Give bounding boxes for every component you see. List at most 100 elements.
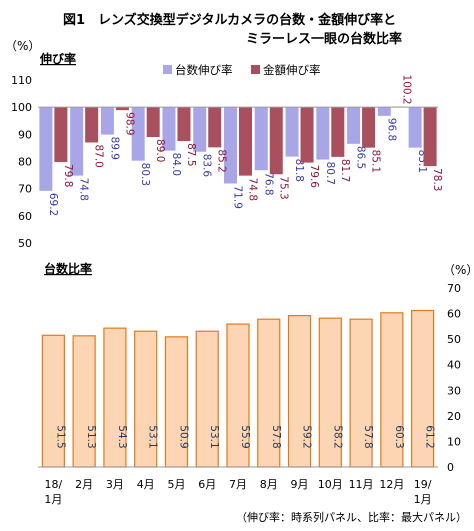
chart1-ylabel: （%）: [5, 39, 40, 53]
growth-label-s2-9: 79.6: [308, 165, 320, 189]
growth-label-s2-3: 98.9: [123, 112, 135, 135]
growth-label-s2-2: 87.0: [93, 144, 105, 167]
growth-bar-s1-13: [408, 107, 422, 148]
x-category-label-11: 11月: [349, 478, 374, 491]
chart1-ytick-label: 60: [18, 210, 32, 223]
chart2-ytick-label: 70: [447, 282, 461, 295]
growth-bar-s2-2: [85, 107, 99, 143]
share-label-2: 51.3: [85, 425, 97, 448]
growth-label-s2-13: 78.3: [431, 168, 443, 191]
chart1-ytick-label: 80: [18, 156, 32, 169]
growth-bar-s2-4: [146, 107, 160, 138]
legend-swatch-1: [163, 65, 172, 74]
growth-label-s2-11: 85.1: [370, 150, 382, 173]
share-label-5: 50.9: [177, 425, 189, 448]
x-category-label-6: 6月: [198, 478, 216, 491]
figure-footnote: （伸び率：時系列パネル、比率：最大パネル）: [236, 510, 467, 524]
growth-bar-s1-8: [254, 107, 268, 171]
growth-bar-s1-7: [224, 107, 237, 184]
chart1-title: 伸び率: [39, 51, 76, 66]
chart2-ytick-label: 0: [447, 461, 454, 474]
share-label-4: 53.1: [147, 425, 159, 448]
share-label-10: 58.2: [331, 425, 343, 448]
legend-swatch-2: [251, 65, 260, 74]
x-category-label-3: 3月: [106, 478, 124, 491]
chart1-ytick-label: 90: [18, 128, 32, 141]
chart1-ytick-label: 110: [11, 74, 32, 87]
growth-bar-s2-11: [362, 107, 376, 148]
growth-bar-s2-6: [208, 107, 222, 148]
share-label-13: 61.2: [424, 425, 436, 448]
growth-bar-s2-8: [269, 107, 283, 175]
growth-label-s2-1: 79.8: [62, 164, 74, 187]
growth-label-s1-9: 81.8: [293, 159, 305, 182]
growth-label-s1-12: 96.8: [385, 118, 397, 141]
share-label-1: 51.5: [54, 425, 66, 448]
chart2-ytick-label: 10: [447, 435, 461, 448]
x-category-label-9: 9月: [291, 478, 309, 491]
figure-title: 図1 レンズ交換型デジタルカメラの台数・金額伸び率と: [63, 13, 397, 28]
growth-label-s1-5: 84.0: [170, 153, 182, 176]
x-category-label-13: 19/: [414, 478, 432, 491]
chart2-ytick-label: 50: [447, 333, 461, 346]
growth-label-s2-10: 81.7: [339, 159, 351, 182]
growth-label-s1-8: 76.8: [262, 172, 274, 195]
x-category-label-13: 1月: [414, 493, 432, 506]
legend-label-2: 金額伸び率: [263, 63, 321, 77]
share-label-6: 53.1: [208, 425, 220, 448]
growth-label-s1-3: 89.9: [108, 137, 120, 160]
share-label-11: 57.8: [362, 425, 374, 448]
growth-bar-s1-6: [193, 107, 207, 152]
growth-label-s1-4: 80.3: [139, 163, 151, 186]
chart2-title: 台数比率: [44, 261, 92, 276]
growth-bar-s1-12: [377, 107, 391, 116]
chart2-ytick-label: 20: [447, 410, 461, 423]
growth-bar-s2-7: [239, 107, 252, 176]
growth-label-s1-2: 74.8: [78, 178, 90, 201]
growth-bar-s2-5: [177, 107, 191, 142]
growth-bar-s1-11: [347, 107, 361, 144]
growth-label-s1-7: 71.9: [232, 186, 244, 209]
growth-bar-s1-2: [70, 107, 84, 176]
share-label-7: 55.9: [239, 425, 251, 448]
growth-label-s1-6: 83.6: [201, 154, 213, 178]
chart1-ytick-label: 70: [18, 183, 32, 196]
growth-bar-s1-9: [285, 107, 299, 157]
growth-bar-s1-4: [131, 107, 145, 161]
chart2-ytick-label: 30: [447, 384, 461, 397]
chart2-ylabel: （%）: [443, 263, 474, 277]
growth-label-s2-12: 100.2: [400, 75, 412, 105]
legend-label-1: 台数伸び率: [175, 63, 233, 77]
x-category-label-10: 10月: [318, 478, 343, 491]
share-label-12: 60.3: [393, 425, 405, 448]
chart1-ytick-label: 50: [18, 237, 32, 250]
x-category-label-8: 8月: [260, 478, 278, 491]
growth-bar-s2-10: [331, 107, 345, 157]
growth-label-s2-4: 89.0: [154, 139, 166, 162]
growth-bar-s2-3: [115, 107, 129, 111]
growth-bar-s2-13: [423, 107, 437, 167]
x-category-label-7: 7月: [229, 478, 247, 491]
x-category-label-4: 4月: [137, 478, 155, 491]
chart2-ytick-label: 40: [447, 359, 461, 372]
share-label-9: 59.2: [301, 425, 313, 448]
growth-bar-s1-3: [100, 107, 114, 135]
growth-label-s2-7: 74.8: [247, 178, 259, 201]
share-label-8: 57.8: [270, 425, 282, 448]
x-category-label-5: 5月: [167, 478, 185, 491]
growth-bar-s2-9: [300, 107, 314, 163]
figure-title-line2: ミラーレス一眼の台数比率: [246, 32, 403, 47]
growth-bar-s1-5: [162, 107, 176, 151]
growth-bar-s1-10: [316, 107, 330, 160]
growth-label-s1-11: 86.5: [355, 146, 367, 169]
growth-label-s2-6: 85.2: [216, 149, 228, 172]
chart1-ytick-label: 100: [11, 101, 32, 114]
growth-label-s2-5: 87.5: [185, 143, 197, 166]
growth-label-s1-10: 80.7: [324, 162, 336, 185]
growth-label-s2-8: 75.3: [277, 176, 289, 199]
x-category-label-12: 12月: [379, 478, 404, 491]
x-category-label-1: 18/: [45, 478, 63, 491]
growth-bar-s1-1: [39, 107, 53, 191]
